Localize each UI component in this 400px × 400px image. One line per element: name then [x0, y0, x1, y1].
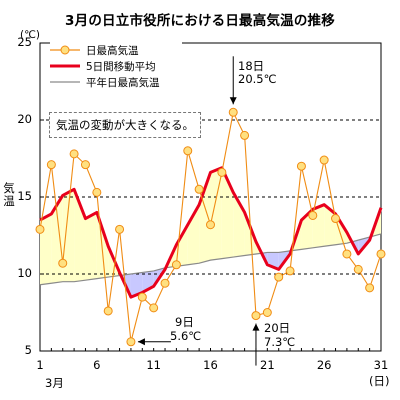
daily-max-point — [80, 160, 90, 170]
legend-label-normal: 平年日最高気温 — [86, 76, 160, 89]
x-tick-label: 11 — [146, 358, 161, 372]
y-tick-label: 10 — [17, 266, 32, 280]
legend-swatch-moving-average — [50, 60, 80, 72]
daily-max-point — [183, 146, 193, 156]
fill-above-normal — [176, 224, 188, 267]
y-axis-label: 気温 — [3, 181, 15, 208]
annotation-temp-18: 20.5℃ — [238, 72, 277, 86]
daily-max-point — [319, 155, 329, 165]
y-tick-label: 15 — [17, 189, 32, 203]
daily-max-point — [228, 107, 238, 117]
x-tick-label: 1 — [36, 358, 44, 372]
daily-max-point — [206, 220, 215, 230]
fill-above-normal — [62, 189, 75, 282]
legend-label-daily-max: 日最高気温 — [86, 44, 139, 57]
y-tick-label: 20 — [17, 112, 32, 126]
daily-max-point — [376, 249, 386, 259]
y-unit: (℃) — [20, 29, 40, 41]
annotation-temp-20: 7.3℃ — [264, 335, 296, 349]
legend-label-moving-average: 5日間移動平均 — [86, 60, 156, 73]
daily-max-point — [262, 308, 272, 317]
fill-above-normal — [85, 212, 97, 281]
daily-max-point — [171, 260, 181, 270]
legend-swatch-daily-max — [50, 44, 80, 56]
fill-above-normal — [96, 212, 109, 279]
daily-max-point — [103, 306, 113, 316]
legend-item-normal: 平年日最高気温 — [50, 74, 182, 90]
daily-max-point — [194, 184, 204, 194]
series-normal-line — [39, 233, 382, 286]
daily-max-point — [35, 224, 45, 234]
daily-max-point — [331, 214, 341, 224]
arrow-day-9-head — [137, 338, 145, 346]
legend-swatch-normal — [50, 76, 80, 88]
legend-item-daily-max: 日最高気温 — [50, 42, 182, 58]
daily-max-point — [58, 258, 68, 268]
series-moving-average-line — [39, 166, 383, 299]
fill-above-normal — [312, 204, 325, 248]
daily-max-point — [46, 160, 56, 170]
x-unit-label: (日) — [369, 374, 390, 388]
daily-max-point — [217, 167, 227, 177]
chart-title: 3月の日立市役所における日最高気温の推移 — [65, 13, 335, 29]
daily-max-point — [285, 266, 295, 276]
annotation-note: 気温の変動が大きくなる。 — [49, 112, 201, 138]
daily-max-point — [137, 292, 147, 302]
daily-max-point — [149, 303, 159, 313]
x-tick-label: 6 — [93, 358, 101, 372]
fill-above-normal — [210, 167, 222, 261]
daily-max-point — [342, 249, 352, 259]
x-tick-label: 31 — [373, 358, 389, 372]
fill-above-normal — [199, 172, 211, 264]
daily-max-point — [353, 264, 363, 274]
daily-max-point — [160, 278, 170, 288]
daily-max-point — [115, 224, 125, 234]
daily-max-point — [296, 161, 306, 171]
fill-below-normal — [130, 272, 143, 298]
daily-max-point — [365, 283, 375, 293]
daily-max-point — [240, 130, 250, 140]
fill-above-normal — [221, 167, 234, 259]
annotation-day-9: 9日 — [175, 315, 194, 329]
daily-max-point — [308, 210, 318, 220]
annotation-day-20: 20日 — [264, 321, 291, 335]
y-tick-label: 25 — [17, 35, 32, 49]
daily-max-point — [274, 272, 284, 282]
x-tick-label: 21 — [260, 358, 275, 372]
daily-max-point — [92, 187, 102, 197]
legend: 日最高気温 5日間移動平均 平年日最高気温 — [50, 42, 182, 90]
annotation-day-18: 18日 — [238, 59, 265, 73]
x-month-label: 3月 — [45, 376, 64, 390]
y-tick-label: 5 — [24, 343, 32, 357]
daily-max-point — [251, 311, 261, 321]
daily-max-point — [126, 337, 136, 347]
x-tick-label: 16 — [203, 358, 218, 372]
annotation-temp-9: 5.6℃ — [170, 329, 202, 343]
arrow-day-18-head — [229, 97, 237, 105]
legend-item-moving-average: 5日間移動平均 — [50, 58, 182, 74]
daily-max-point — [69, 149, 79, 159]
x-tick-label: 26 — [316, 358, 332, 372]
arrow-day-20-head — [252, 323, 260, 331]
